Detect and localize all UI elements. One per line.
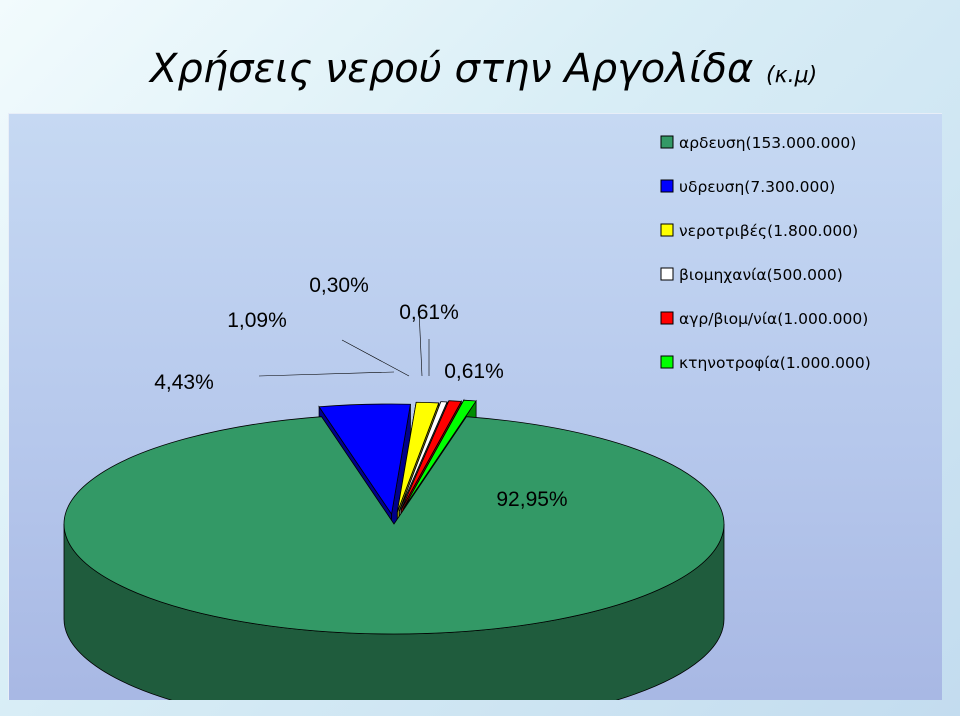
legend-label-4: αγρ/βιομ/νία(1.000.000) bbox=[679, 310, 868, 328]
data-label-5: 0,61% bbox=[444, 360, 504, 383]
data-label-3: 0,30% bbox=[309, 274, 369, 297]
legend-swatch-2 bbox=[660, 223, 674, 237]
legend-item-0: αρδευση(153.000.000) bbox=[660, 134, 856, 152]
legend-label-5: κτηνοτροφία(1.000.000) bbox=[679, 354, 871, 372]
legend: αρδευση(153.000.000) υδρευση(7.300.000) νε… bbox=[660, 134, 871, 372]
pie-slices bbox=[63, 398, 725, 700]
slice-3-top bbox=[399, 401, 448, 511]
legend-label-0: αρδευση(153.000.000) bbox=[679, 134, 856, 152]
legend-swatch-4 bbox=[660, 311, 674, 325]
data-label-2: 1,09% bbox=[227, 309, 287, 332]
slice-4-top bbox=[400, 400, 462, 510]
leader-line-2 bbox=[418, 309, 423, 377]
legend-swatch-5 bbox=[660, 355, 674, 369]
slice-5-top bbox=[403, 399, 477, 509]
legend-label-1: υδρευση(7.300.000) bbox=[679, 178, 835, 196]
legend-swatch-0 bbox=[660, 135, 674, 149]
data-label-4: 0,61% bbox=[399, 301, 459, 324]
chart-title: Χρήσεις νερού στην Αργολίδα (κ.μ) bbox=[150, 46, 817, 92]
slice-1-top bbox=[318, 403, 411, 516]
chart-subtitle: (κ.μ) bbox=[766, 63, 818, 88]
legend-item-2: νεροτριβές(1.800.000) bbox=[660, 222, 858, 240]
legend-item-4: αγρ/βιομ/νία(1.000.000) bbox=[660, 310, 868, 328]
slice-2-top bbox=[396, 401, 440, 513]
legend-item-3: βιομηχανία(500.000) bbox=[660, 266, 843, 284]
legend-label-2: νεροτριβές(1.800.000) bbox=[679, 222, 858, 240]
title-text: Χρήσεις νερού στην Αργολίδα bbox=[150, 46, 754, 92]
pie-chart: 92,95% 4,43% 1,09% 0,30% 0,61% 0,61% αρδευση(1… bbox=[63, 134, 871, 700]
data-label-0: 92,95% bbox=[496, 488, 567, 511]
legend-label-3: βιομηχανία(500.000) bbox=[679, 266, 843, 284]
leader-line-1 bbox=[341, 339, 410, 377]
pie-slice-0 bbox=[63, 416, 725, 700]
legend-swatch-3 bbox=[660, 267, 674, 281]
slice-0-top bbox=[63, 416, 725, 635]
plot-area: 92,95% 4,43% 1,09% 0,30% 0,61% 0,61% αρδευση(1… bbox=[8, 113, 942, 700]
leader-line-0 bbox=[258, 371, 395, 377]
data-label-1: 4,43% bbox=[154, 371, 214, 394]
legend-swatch-1 bbox=[660, 179, 674, 193]
legend-item-1: υδρευση(7.300.000) bbox=[660, 178, 835, 196]
legend-item-5: κτηνοτροφία(1.000.000) bbox=[660, 354, 871, 372]
